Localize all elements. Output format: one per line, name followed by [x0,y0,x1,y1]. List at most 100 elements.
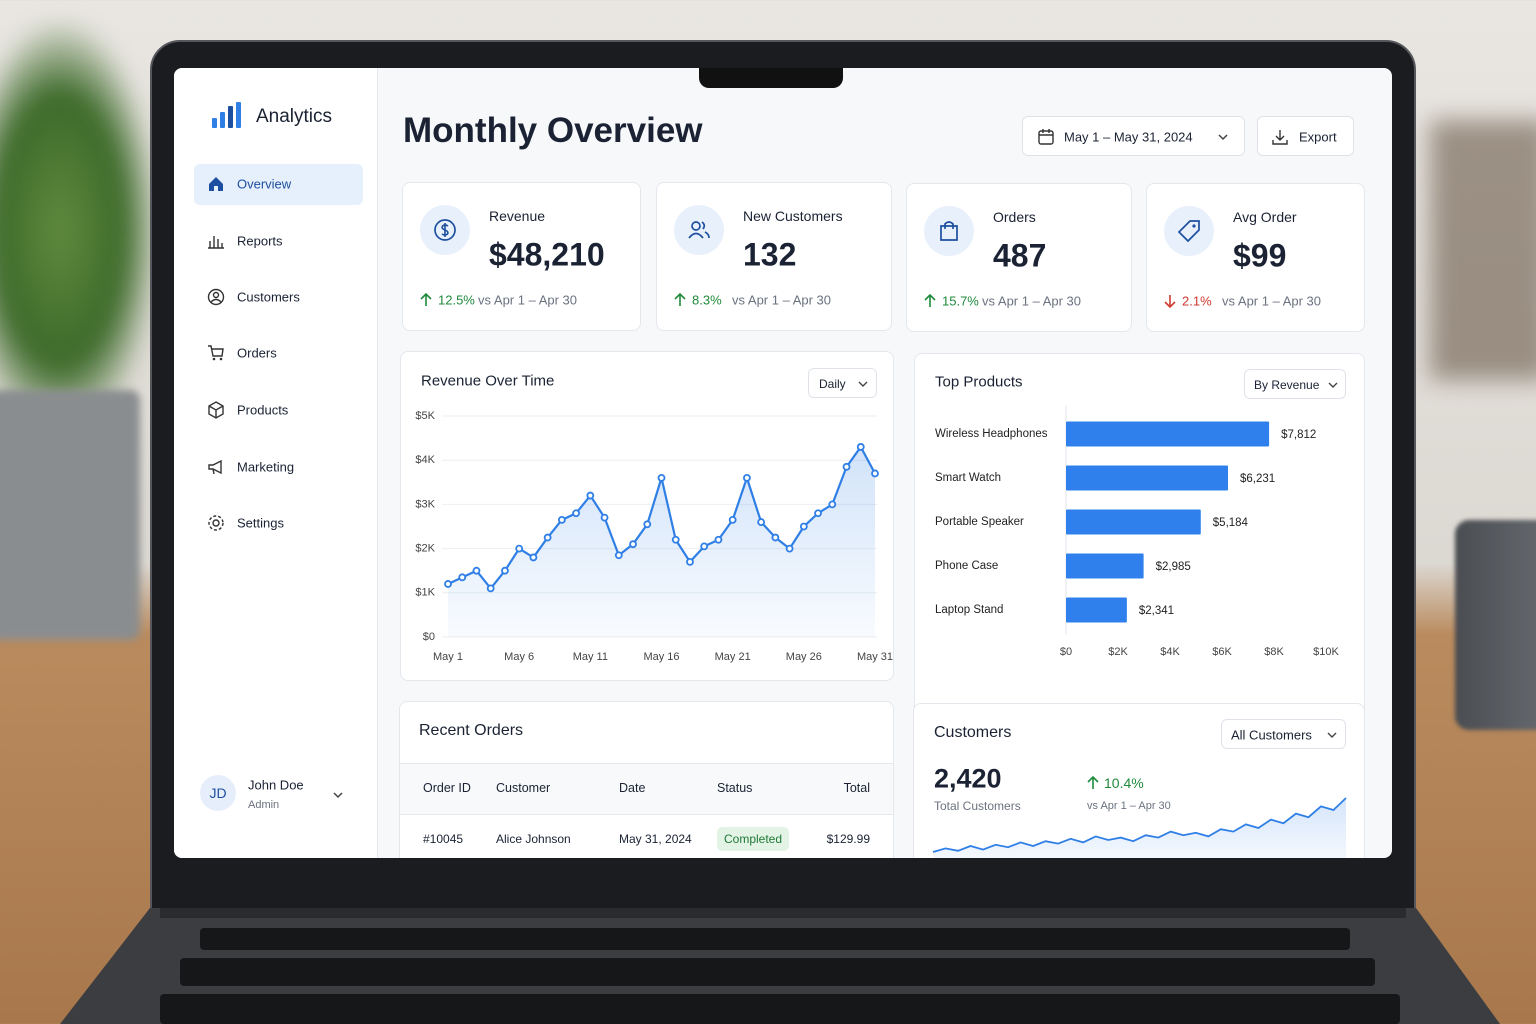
card-title: Customers [934,724,1012,741]
nav-item[interactable]: Marketing [194,447,363,488]
y-tick-label: $3K [415,498,435,510]
screen: Analytics Overview Reports Customers Orders… [174,68,1392,858]
cell: May 31, 2024 [619,832,692,846]
nav-item[interactable]: Orders [194,333,363,374]
point [742,473,751,482]
keyboard-deck [60,908,1500,1024]
arrow-icon [674,292,686,306]
point [671,535,680,544]
value-label: $2,341 [1139,605,1174,617]
select-label: By Revenue [1254,378,1320,392]
point [657,473,666,482]
revenue-chart: $0 $1K $2K $3K $4K $5K May 1 May 6 May 11 May 16 M… [415,410,893,663]
change-value: 12.5% [438,292,475,308]
y-tick-label: $1K [415,587,435,599]
export-button[interactable]: Export [1257,116,1354,156]
kpi-card: Revenue $48,210 12.5% vs Apr 1 – Apr 30 [402,182,641,331]
card-title: Top Products [935,373,1023,391]
point [444,580,452,588]
x-tick-label: May 16 [643,651,679,663]
nav-item[interactable]: Overview [194,164,363,205]
point [757,518,766,526]
point [799,522,808,531]
total-label: Total Customers [934,799,1021,813]
point [472,566,481,575]
kpi-card: Avg Order $99 2.1% vs Apr 1 – Apr 30 [1146,183,1365,332]
nav-label: Marketing [237,459,295,475]
bar [1066,553,1144,579]
nav-icon [209,177,223,191]
x-tick-label: May 21 [715,651,751,663]
point [871,469,879,478]
x-tick-label: May 6 [504,651,534,663]
nav-item[interactable]: Products [194,390,363,431]
nav-icon [208,236,224,249]
nav-item[interactable]: Settings [194,503,363,544]
category-label: Phone Case [935,560,998,572]
change-comparison: vs Apr 1 – Apr 30 [732,292,832,308]
plant [0,20,160,440]
kpi-label: Avg Order [1233,209,1297,225]
point [828,500,837,509]
point [700,542,709,551]
bar [1066,597,1127,623]
nav-item[interactable]: Customers [194,277,363,318]
change-arrow [674,292,686,306]
kpi-label: Revenue [489,208,546,224]
nav-icon [208,401,224,419]
kpi-card: Orders 487 15.7% vs Apr 1 – Apr 30 [906,183,1132,332]
point [629,540,637,549]
change-value: 8.3% [692,292,722,308]
y-tick-label: $2K [415,543,435,555]
avatar [200,775,236,811]
table-header [400,763,893,815]
user-menu-chevron[interactable] [332,789,344,801]
segment-select[interactable]: All Customers [1221,719,1346,749]
kpi-icon-bg [674,205,724,255]
column-header: Date [619,781,646,795]
point [728,515,737,524]
area [448,446,875,637]
shelf [1430,120,1536,380]
kpi-card: New Customers 132 8.3% vs Apr 1 – Apr 30 [656,182,892,331]
point [814,509,822,518]
cell: #10045 [423,832,464,846]
select-label: Daily [819,377,846,391]
customers-card: Customers All Customers 2,420 Total Cust… [913,703,1365,858]
point [557,515,566,524]
change-comparison: vs Apr 1 – Apr 30 [1087,800,1171,812]
point [785,544,794,553]
kpi-value: 132 [743,236,797,273]
y-tick-label: $0 [423,631,435,643]
point [501,566,509,575]
bar [1066,509,1201,535]
date-range-picker[interactable]: May 1 – May 31, 2024 [1022,116,1245,156]
point [543,533,552,542]
value-label: $5,184 [1213,517,1249,529]
x-tick-label: $10K [1313,646,1339,658]
x-tick-label: May 1 [433,651,463,663]
nav-item[interactable]: Reports [194,221,363,262]
brand-logo [212,102,241,128]
kpi-icon [688,221,710,239]
kpi-icon [940,221,958,241]
mug [1455,520,1536,730]
nav-icon [208,515,224,531]
cell: Alice Johnson [496,832,571,846]
nav-label: Products [237,402,289,418]
total-customers: 2,420 [934,763,1002,794]
point [586,491,595,500]
user-role: Admin [248,799,280,811]
nav-icon [208,345,224,361]
user-name: John Doe [248,777,304,793]
trend-line [932,797,1347,853]
point [842,462,851,471]
granularity-select[interactable]: Daily [808,368,877,398]
card-title: Recent Orders [419,722,524,739]
change-arrow [1087,775,1099,789]
trend-area [933,798,1346,858]
sort-select[interactable]: By Revenue [1244,369,1346,399]
kpi-label: New Customers [743,208,843,224]
change-comparison: vs Apr 1 – Apr 30 [478,292,578,308]
status-text: Completed [723,832,783,846]
